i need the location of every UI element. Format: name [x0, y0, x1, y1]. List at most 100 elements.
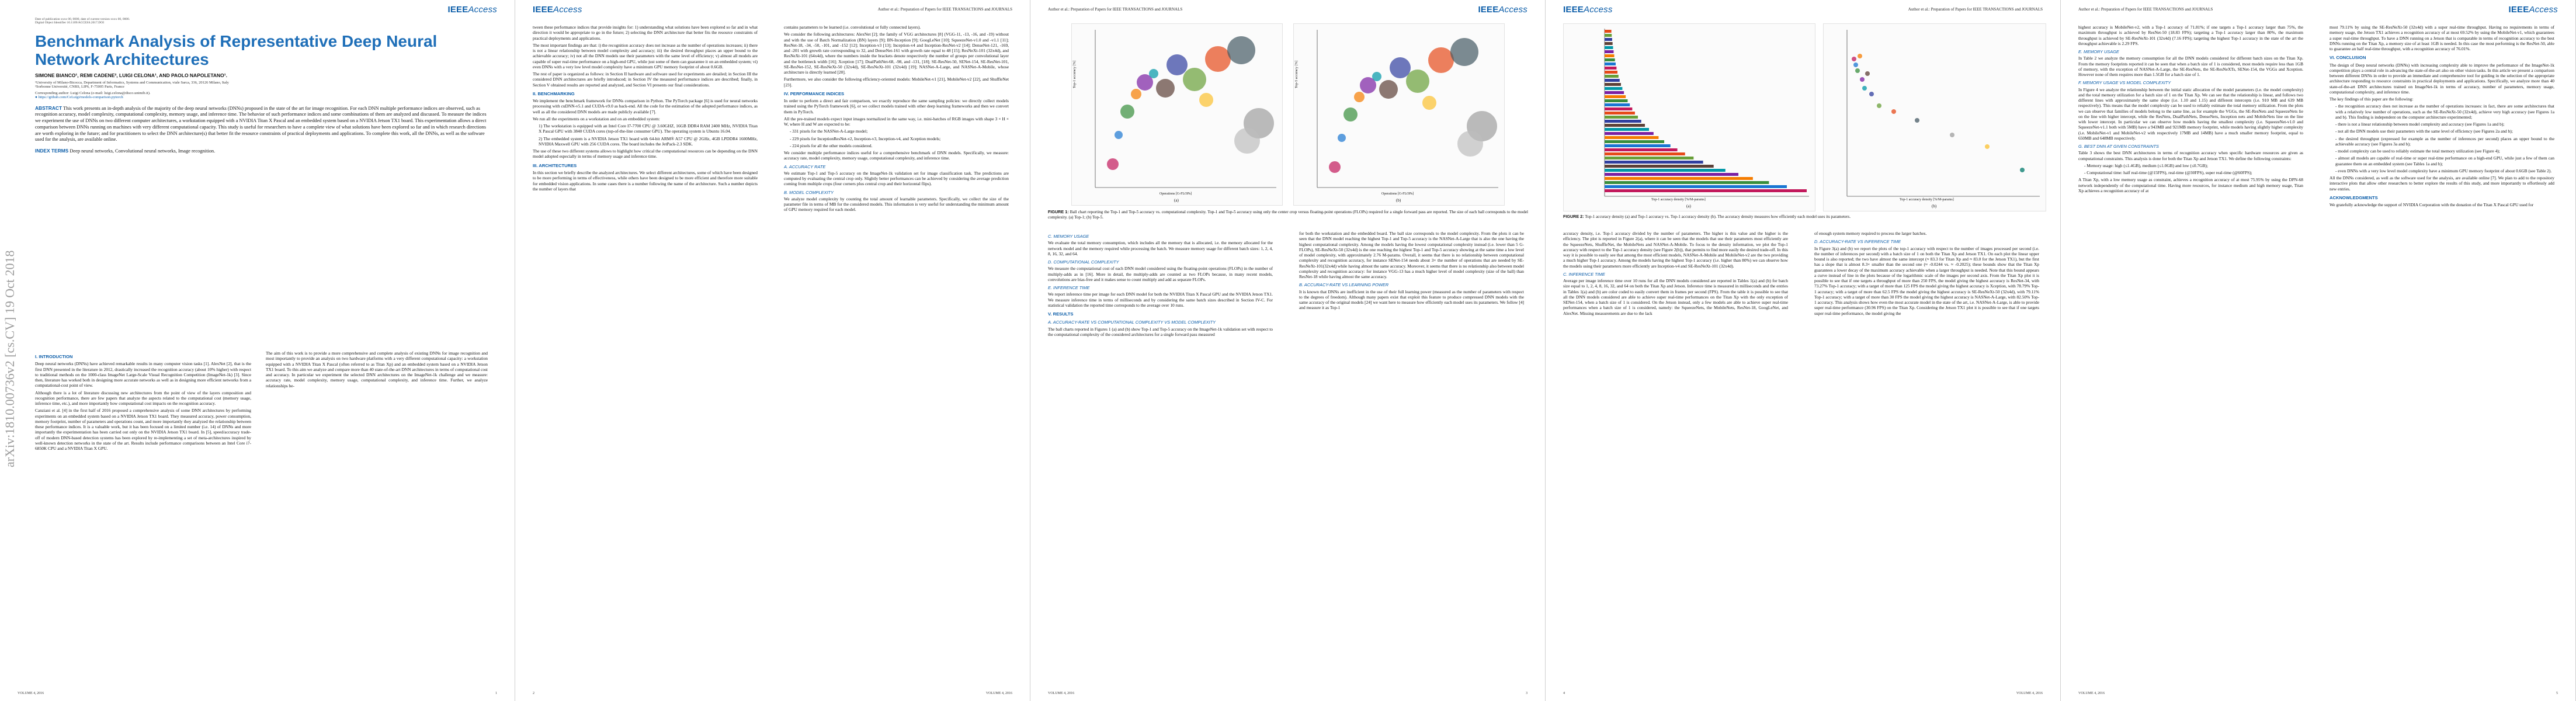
- accuracy-density-bar-chart: [1604, 29, 1809, 197]
- title-block: Benchmark Analysis of Representative Dee…: [35, 32, 491, 155]
- density-bar: [1605, 46, 1613, 49]
- paragraph: It is known that DNNs are inefficient in…: [1299, 289, 1524, 311]
- subfigure-label: (b): [1396, 198, 1401, 203]
- paragraph: We measure the computational cost of eac…: [1048, 266, 1273, 282]
- density-bar: [1605, 128, 1650, 131]
- subsection-computational-complexity: D. COMPUTATIONAL COMPLEXITY: [1048, 259, 1119, 265]
- density-bar: [1605, 148, 1678, 151]
- subsection-best-dnn: G. BEST DNN AT GIVEN CONSTRAINTS: [2078, 144, 2159, 149]
- density-bar: [1605, 169, 1726, 172]
- page-3: Author et al.: Preparation of Papers for…: [1030, 0, 1546, 701]
- density-bar: [1605, 112, 1635, 114]
- subsection-memory-usage: C. MEMORY USAGE: [1048, 234, 1089, 239]
- paragraph: We report inference time per image for e…: [1048, 291, 1273, 308]
- paragraph: In Table 2 we analyze the memory consump…: [2078, 55, 2303, 77]
- list-item: - 229 pixels for InceptionResNet-v2, Inc…: [790, 136, 941, 141]
- density-bar: [1605, 103, 1630, 106]
- accuracy-vs-density-scatter: [1846, 30, 2040, 197]
- authors: SIMONE BIANCO¹, REMI CADENE², LUIGI CELO…: [35, 72, 227, 78]
- page-footer: VOLUME 4, 2016 1: [18, 692, 497, 695]
- page4-column-right: of enough system memory required to proc…: [1814, 231, 2039, 681]
- section-architectures: III. ARCHITECTURES: [533, 162, 577, 168]
- y-axis-label: Top-5 accuracy [%]: [1295, 60, 1299, 88]
- page-footer: 2 VOLUME 4, 2016: [533, 692, 1012, 695]
- density-bar: [1605, 50, 1614, 53]
- affiliation-2: ²Sorbonne Université, CNRS, LIP6, F-7500…: [35, 84, 124, 89]
- density-bar: [1605, 136, 1659, 139]
- paragraph: highest accuracy is MobileNet-v2, with a…: [2078, 25, 2303, 46]
- subsection-accuracy-rate: A. ACCURACY RATE: [784, 164, 826, 169]
- list-item: - Computational time: half real-time (@1…: [2084, 170, 2252, 175]
- list-item: - even DNNs with a very low level model …: [2335, 168, 2552, 173]
- page2-column-left: tween these performance indices that pro…: [533, 25, 758, 682]
- page4-column-left: accuracy density, i.e. Top-1 accuracy di…: [1563, 231, 1788, 681]
- page2-column-right: contains parameters to be learned (i.e. …: [784, 25, 1009, 682]
- density-bar: [1605, 63, 1616, 65]
- density-bar: [1605, 79, 1620, 82]
- paragraph: In order to perform a direct and fair co…: [784, 98, 1009, 114]
- subsection-accuracy-vs-complexity: A. ACCURACY-RATE VS COMPUTATIONAL COMPLE…: [1048, 320, 1216, 325]
- subsection-accuracy-vs-inference-time: D. ACCURACY-RATE VS INFERENCE TIME: [1814, 239, 1901, 245]
- x-axis-label: Top-1 accuracy density [%/M-params]: [1651, 198, 1706, 202]
- figure-1a: Top-1 accuracy [%] Operations [G-FLOPs] …: [1071, 23, 1283, 206]
- index-terms-label: INDEX TERMS: [35, 148, 69, 154]
- page1-column-right: The aim of this work is to provide a mor…: [266, 350, 488, 678]
- paragraph: In Figure 3(a) and (b) we report the plo…: [1814, 245, 2039, 316]
- density-bar: [1605, 95, 1626, 98]
- index-terms: INDEX TERMS Deep neural networks, Convol…: [35, 148, 491, 155]
- abstract-label: ABSTRACT: [35, 105, 63, 111]
- paragraph: The aim of this work is to provide a mor…: [266, 350, 488, 388]
- paragraph: We analyze model complexity by counting …: [784, 196, 1009, 213]
- page5-column-right: most 79.11% by using the SE-ResNeXt-50 (…: [2329, 25, 2554, 682]
- density-bar: [1605, 157, 1694, 159]
- section-performance-indices: IV. PERFORMANCE INDICES: [784, 91, 845, 96]
- figure-2a: Top-1 accuracy density [%/M-params] (a): [1563, 23, 1815, 211]
- figure-1b: Top-5 accuracy [%] Operations [G-FLOPs] …: [1293, 23, 1505, 206]
- running-head: Author et al.: Preparation of Papers for…: [877, 7, 1012, 12]
- x-axis-label: Top-1 accuracy density [%/M-params]: [1900, 198, 1954, 202]
- list-item: 2) The embedded system is a NVIDIA Jetso…: [539, 136, 758, 147]
- paragraph: most 79.11% by using the SE-ResNeXt-50 (…: [2329, 25, 2554, 51]
- paragraph: The ball charts reported in Figures 1 (a…: [1048, 326, 1273, 337]
- page1-column-left: I. INTRODUCTION Deep neural networks (DN…: [35, 350, 251, 678]
- subfigure-label: (a): [1174, 198, 1179, 203]
- paragraph: We consider the following architectures:…: [784, 32, 1009, 75]
- code-link[interactable]: ● https://github.com/CeLuigi/models-comp…: [35, 95, 123, 99]
- density-bar: [1605, 165, 1714, 168]
- density-bar: [1605, 42, 1613, 45]
- paragraph: Average per image inference time over 10…: [1563, 278, 1788, 316]
- doi: Digital Object Identifier 10.1109/ACCESS…: [35, 21, 105, 25]
- paragraph: Canziani et al. [4] in the first half of…: [35, 408, 251, 452]
- affiliation-1: ¹University of Milano-Bicocca, Departmen…: [35, 80, 229, 85]
- density-bar: [1605, 189, 1807, 192]
- paragraph: We evaluate the total memory consumption…: [1048, 240, 1273, 256]
- paragraph: tween these performance indices that pro…: [533, 25, 758, 41]
- section-introduction: I. INTRODUCTION: [35, 354, 73, 359]
- list-item: - model complexity can be used to reliab…: [2335, 148, 2500, 154]
- running-head: Author et al.: Preparation of Papers for…: [2078, 7, 2213, 12]
- subsection-memory-usage: E. MEMORY USAGE: [2078, 49, 2119, 54]
- density-bar: [1605, 87, 1623, 90]
- paragraph: A Titan Xp, with a low memory usage as c…: [2078, 177, 2303, 193]
- page-1: Date of publication xxxx 00, 0000, date …: [0, 0, 515, 701]
- ieee-access-logo: IEEEAccess: [1478, 5, 1527, 15]
- list-item: - 224 pixels for all the other models co…: [790, 143, 873, 148]
- density-bar: [1605, 144, 1671, 147]
- paragraph: The key findings of this paper are the f…: [2329, 96, 2414, 102]
- list-item: - the recognition accuracy does not incr…: [2335, 103, 2554, 120]
- density-bar: [1605, 38, 1612, 41]
- density-bar: [1605, 120, 1641, 123]
- x-axis-label: Operations [G-FLOPs]: [1159, 192, 1192, 196]
- ieee-access-logo: IEEEAccess: [447, 5, 497, 15]
- paragraph: Furthermore, we also consider the follow…: [784, 77, 1009, 88]
- paragraph: The use of these two different systems a…: [533, 148, 758, 159]
- ieee-access-logo: IEEEAccess: [2508, 5, 2558, 15]
- section-acknowledgments: ACKNOWLEDGMENTS: [2329, 195, 2378, 200]
- subsection-model-complexity: B. MODEL COMPLEXITY: [784, 189, 834, 195]
- page-5: Author et al.: Preparation of Papers for…: [2061, 0, 2576, 701]
- paragraph: The rest of paper is organized as follow…: [533, 71, 758, 88]
- density-bar: [1605, 54, 1615, 57]
- paragraph: The most important findings are that: i)…: [533, 42, 758, 70]
- subfigure-label: (a): [1686, 204, 1691, 209]
- github-icon: ●: [35, 95, 37, 99]
